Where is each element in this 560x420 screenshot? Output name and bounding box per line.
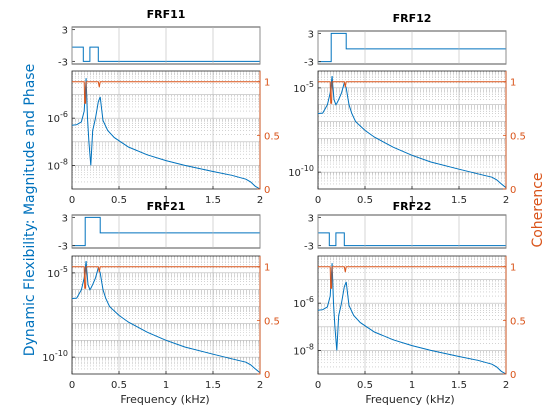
x-tick-label: 2 [257,195,263,206]
coherence-y-tick-label: 0.5 [510,316,526,327]
x-axis-label-left: Frequency (kHz) [120,393,209,406]
panel-title: FRF21 [147,200,186,213]
x-tick-label: 0 [69,380,75,391]
coherence-line [72,81,260,104]
x-tick-label: 0 [69,195,75,206]
magnitude-grid [317,215,507,374]
x-tick-label: 0.5 [111,195,127,206]
phase-line [72,216,260,247]
phase-y-tick-label: -3 [304,58,314,69]
phase-y-tick-label: -3 [58,57,68,68]
phase-line [72,46,260,62]
x-tick-label: 0.5 [111,380,127,391]
x-tick-label: 2 [503,380,509,391]
phase-line [318,32,506,63]
coherence-line [318,266,506,289]
panel-title: FRF11 [147,8,186,21]
magnitude-y-tick-label: 10-8 [293,342,314,357]
magnitude-line [71,261,261,374]
x-tick-label: 0 [315,380,321,391]
phase-y-tick-label: 3 [62,26,68,37]
coherence-y-tick-label: 0 [510,370,516,381]
x-tick-label: 1.5 [205,380,221,391]
coherence-y-tick-label: 1 [510,263,516,274]
coherence-y-tick-label: 0 [264,370,270,381]
x-tick-label: 0.5 [357,380,373,391]
coherence-y-tick-label: 0.5 [510,131,526,142]
x-tick-label: 1 [409,380,415,391]
coherence-y-tick-label: 1 [264,263,270,274]
panel-title: FRF12 [393,12,432,25]
phase-line [318,232,506,247]
x-tick-label: 1 [163,195,169,206]
magnitude-grid [317,31,507,189]
coherence-y-tick-label: 0.5 [264,316,280,327]
coherence-line [72,266,260,289]
phase-y-tick-label: 3 [308,213,314,224]
magnitude-y-tick-label: 10-8 [47,157,68,172]
magnitude-y-tick-label: 10-6 [293,295,314,310]
coherence-y-tick-label: 0.5 [264,131,280,142]
magnitude-line [71,78,261,190]
magnitude-line [317,76,507,189]
coherence-y-tick-label: 1 [510,78,516,89]
x-axis-label-right: Frequency (kHz) [365,393,454,406]
phase-y-tick-label: 3 [62,213,68,224]
magnitude-y-tick-label: 10-6 [47,110,68,125]
y-axis-label-right: Coherence [530,172,546,247]
x-tick-label: 0.5 [357,195,373,206]
y-axis-label-left: Dynamic Flexibility: Magnitude and Phase [22,64,38,356]
magnitude-y-tick-label: 10-5 [293,80,314,95]
x-tick-label: 1.5 [451,195,467,206]
magnitude-grid [71,215,261,374]
coherence-y-tick-label: 1 [264,78,270,89]
coherence-y-tick-label: 0 [510,185,516,196]
coherence-line [318,81,506,104]
magnitude-y-tick-label: 10-10 [288,164,314,179]
magnitude-y-tick-label: 10-10 [42,349,68,364]
x-tick-label: 1 [163,380,169,391]
x-tick-label: 1 [409,195,415,206]
phase-y-tick-label: -3 [304,242,314,253]
x-tick-label: 1.5 [205,195,221,206]
x-tick-label: 2 [503,195,509,206]
x-tick-label: 1.5 [451,380,467,391]
magnitude-grid [71,27,261,189]
phase-y-tick-label: 3 [308,29,314,40]
phase-y-tick-label: -3 [58,242,68,253]
x-tick-label: 2 [257,380,263,391]
x-tick-label: 0 [315,195,321,206]
panel-title: FRF22 [393,200,432,213]
coherence-y-tick-label: 0 [264,185,270,196]
magnitude-y-tick-label: 10-5 [47,265,68,280]
magnitude-line [317,263,507,375]
